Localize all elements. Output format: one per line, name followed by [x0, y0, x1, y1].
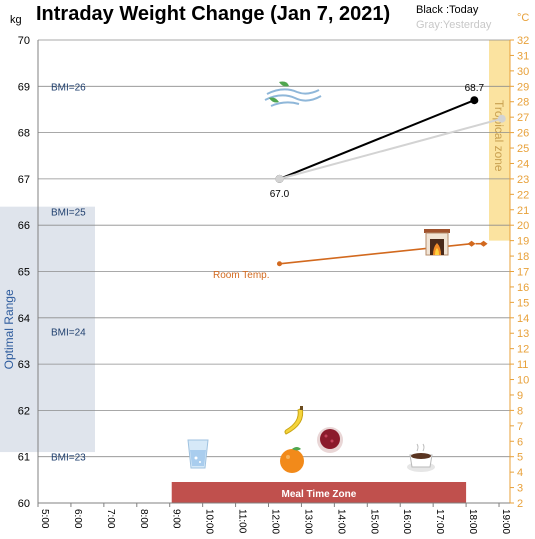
y-tick-right: 21 [517, 205, 529, 217]
y-tick-right: 9 [517, 390, 523, 402]
y-tick-right: 15 [517, 297, 529, 309]
series-point-yesterday [275, 174, 284, 183]
x-tick-label: 16:00 [401, 509, 412, 534]
y-tick-left: 64 [18, 313, 30, 325]
y-tick-right: 16 [517, 282, 529, 294]
x-tick-label: 14:00 [335, 509, 346, 534]
right-axis-unit: °C [517, 12, 529, 24]
data-label: 68.7 [465, 83, 485, 94]
y-tick-left: 65 [18, 267, 30, 279]
bmi-label: BMI=24 [51, 328, 86, 339]
bmi-label: BMI=23 [51, 453, 86, 464]
x-tick-label: 9:00 [171, 509, 182, 529]
y-tick-right: 4 [517, 467, 523, 479]
y-tick-right: 23 [517, 174, 529, 186]
series-layer: 67.0 68.7 [270, 83, 506, 267]
banana-icon [284, 406, 304, 435]
y-tick-right: 2 [517, 498, 523, 510]
y-tick-right: 7 [517, 421, 523, 433]
y-tick-left: 61 [18, 452, 30, 464]
bmi-label: BMI=26 [51, 82, 86, 93]
y-tick-right: 28 [517, 97, 529, 109]
orange-icon [280, 447, 304, 473]
y-tick-right: 6 [517, 436, 523, 448]
y-tick-right: 25 [517, 143, 529, 155]
y-tick-right: 11 [517, 359, 528, 371]
series-line-yesterday [279, 117, 503, 180]
y-tick-right: 13 [517, 328, 529, 340]
y-tick-right: 12 [517, 344, 529, 356]
room-temp-label: Room Temp. [213, 270, 270, 281]
chart-title: Intraday Weight Change (Jan 7, 2021) [36, 3, 390, 25]
x-tick-label: 17:00 [434, 509, 445, 534]
y-tick-right: 29 [517, 81, 529, 93]
y-tick-right: 14 [517, 313, 529, 325]
wind-icon [264, 81, 322, 107]
y-tick-right: 18 [517, 251, 529, 263]
left-axis-unit: kg [10, 14, 22, 26]
legend-yesterday: Gray:Yesterday [416, 19, 492, 31]
y-tick-right: 31 [517, 50, 529, 62]
x-tick-label: 8:00 [138, 509, 149, 529]
x-tick-label: 12:00 [270, 509, 281, 534]
x-tick-label: 7:00 [105, 509, 116, 529]
meal-time-zone [171, 482, 467, 503]
y-tick-right: 5 [517, 452, 523, 464]
data-label: 67.0 [270, 189, 290, 200]
x-ticks: 5:00 6:00 7:00 8:00 9:00 10:00 11:00 12:00 13:00… [37, 503, 511, 534]
y-tick-left: 68 [18, 128, 30, 140]
y-tick-right: 22 [517, 189, 529, 201]
y-tick-left: 60 [18, 498, 30, 510]
berry-bowl-icon [317, 427, 343, 453]
y-tick-right: 19 [517, 236, 529, 248]
y-ticks-left: 60 61 62 63 64 65 66 67 68 69 70 [18, 35, 30, 510]
series-point-yesterday [497, 114, 506, 123]
bmi-label: BMI=25 [51, 207, 86, 218]
x-tick-label: 13:00 [302, 509, 313, 534]
y-tick-left: 70 [18, 35, 30, 47]
tropical-zone-label: Tropical zone [492, 100, 506, 172]
x-tick-label: 19:00 [500, 509, 511, 534]
tropical-zone [489, 40, 510, 241]
y-tick-left: 63 [18, 359, 30, 371]
grid-layer [37, 39, 511, 504]
y-tick-right: 30 [517, 66, 529, 78]
room-temp-point [276, 261, 282, 267]
y-tick-right: 20 [517, 220, 529, 232]
y-tick-right: 17 [517, 267, 529, 279]
y-tick-left: 69 [18, 81, 30, 93]
bmi-labels: BMI=26 BMI=25 BMI=24 BMI=23 [51, 82, 86, 463]
x-tick-label: 5:00 [39, 509, 50, 529]
legend-today: Black :Today [416, 4, 479, 16]
series-line-today [279, 99, 475, 180]
y-tick-right: 26 [517, 128, 529, 140]
optimal-range-zone [0, 206, 95, 453]
meal-time-zone-label: Meal Time Zone [281, 489, 356, 500]
x-tick-label: 6:00 [72, 509, 83, 529]
x-tick-label: 18:00 [467, 509, 478, 534]
y-tick-left: 66 [18, 220, 30, 232]
y-tick-right: 27 [517, 112, 529, 124]
zone-layer [0, 40, 510, 503]
fireplace-icon [424, 229, 450, 256]
room-temp-point [467, 240, 476, 247]
y-tick-right: 24 [517, 158, 529, 170]
y-tick-right: 10 [517, 375, 529, 387]
optimal-range-label: Optimal Range [2, 289, 16, 369]
y-tick-right: 32 [517, 35, 529, 47]
y-ticks-right: 2345678910111213141516171819202122232425… [510, 35, 529, 510]
y-tick-left: 62 [18, 405, 30, 417]
water-glass-icon [187, 439, 209, 469]
room-temp-marker [479, 240, 488, 247]
y-tick-left: 67 [18, 174, 30, 186]
x-tick-label: 11:00 [237, 509, 248, 534]
y-tick-right: 3 [517, 483, 523, 495]
y-tick-right: 8 [517, 405, 523, 417]
coffee-cup-icon [407, 443, 435, 472]
series-point-today [470, 96, 479, 105]
x-tick-label: 10:00 [204, 509, 215, 534]
x-tick-label: 15:00 [368, 509, 379, 534]
